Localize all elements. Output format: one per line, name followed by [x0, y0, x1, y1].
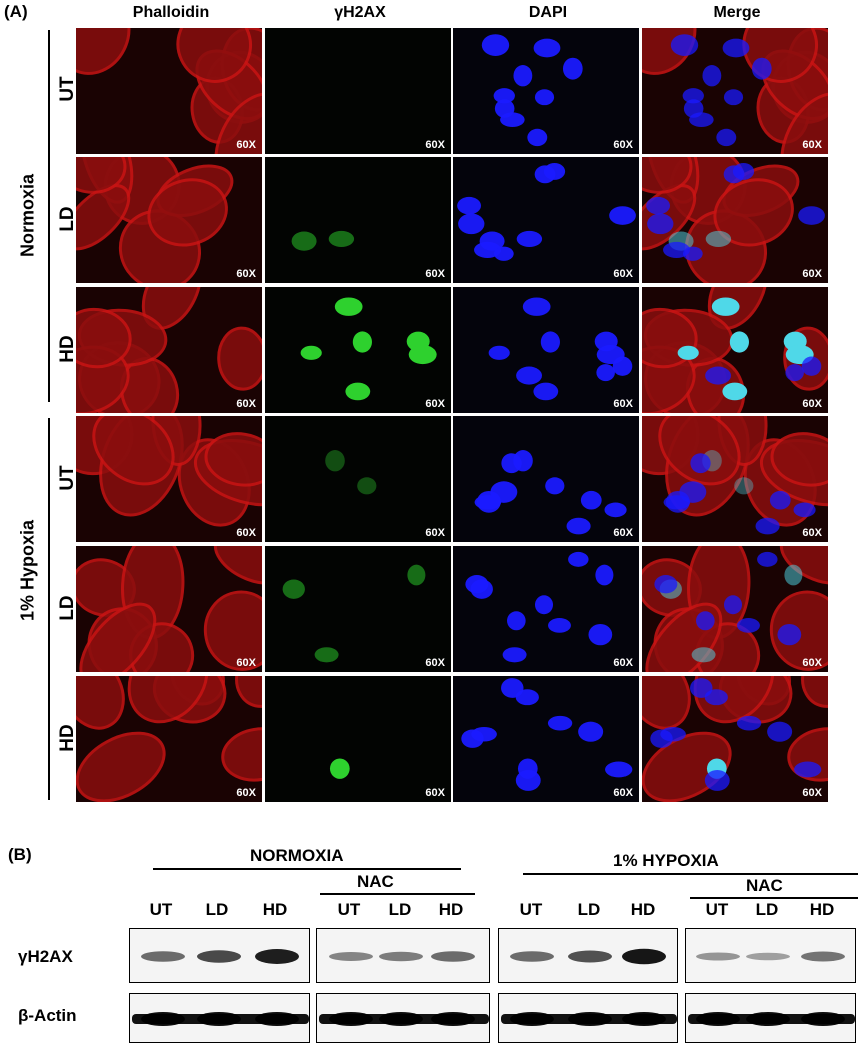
blot-row-label-gh2ax: γH2AX [18, 947, 73, 966]
phalloidin-micrograph: 60X [76, 676, 262, 802]
lane-label: LD [577, 900, 601, 919]
lane-label: LD [755, 900, 779, 919]
magnification-label: 60X [613, 657, 633, 669]
magnification-label: 60X [425, 527, 445, 539]
magnification-label: 60X [425, 787, 445, 799]
magnification-label: 60X [425, 398, 445, 410]
dapi-micrograph: 60X [453, 546, 639, 672]
magnification-label: 60X [425, 657, 445, 669]
gh2ax-micrograph: 60X [265, 546, 451, 672]
magnification-label: 60X [236, 268, 256, 280]
merge-micrograph: 60X [642, 287, 828, 413]
gh2ax-micrograph: 60X [265, 676, 451, 802]
magnification-label: 60X [802, 398, 822, 410]
magnification-label: 60X [613, 398, 633, 410]
lane-label: HD [630, 900, 656, 919]
nac-label-hypoxia: NAC [746, 876, 783, 895]
hypoxia-nac-line [690, 897, 858, 899]
gh2ax-blot-strip [685, 928, 856, 983]
lane-label: LD [205, 900, 229, 919]
magnification-label: 60X [236, 787, 256, 799]
nac-label-normoxia: NAC [357, 872, 394, 891]
condition-label-normoxia: Normoxia [17, 173, 38, 258]
lane-label: UT [705, 900, 729, 919]
magnification-label: 60X [802, 527, 822, 539]
merge-micrograph: 60X [642, 416, 828, 542]
lane-label: UT [149, 900, 173, 919]
actin-blot-strip [316, 993, 490, 1043]
hypoxia-group-line [523, 873, 858, 875]
gh2ax-micrograph: 60X [265, 28, 451, 154]
magnification-label: 60X [236, 527, 256, 539]
dapi-micrograph: 60X [453, 287, 639, 413]
phalloidin-micrograph: 60X [76, 157, 262, 283]
phalloidin-micrograph: 60X [76, 287, 262, 413]
column-header-gh2ax: γH2AX [334, 4, 386, 21]
gh2ax-blot-strip [316, 928, 490, 983]
magnification-label: 60X [613, 139, 633, 151]
gh2ax-blot-strip [498, 928, 678, 983]
merge-micrograph: 60X [642, 157, 828, 283]
gh2ax-micrograph: 60X [265, 416, 451, 542]
merge-micrograph: 60X [642, 546, 828, 672]
phalloidin-micrograph: 60X [76, 28, 262, 154]
panel-b-label: (B) [8, 845, 32, 864]
magnification-label: 60X [236, 398, 256, 410]
actin-blot-strip [685, 993, 856, 1043]
panel-a-label: (A) [4, 2, 28, 21]
dapi-micrograph: 60X [453, 157, 639, 283]
group-label-hypoxia: 1% HYPOXIA [613, 851, 719, 870]
normoxia-group-line [153, 868, 461, 870]
group-label-normoxia: NORMOXIA [250, 846, 344, 865]
gh2ax-micrograph: 60X [265, 287, 451, 413]
magnification-label: 60X [425, 268, 445, 280]
normoxia-bracket-line [48, 30, 50, 402]
actin-blot-strip [498, 993, 678, 1043]
column-header-phalloidin: Phalloidin [132, 4, 210, 21]
lane-label: LD [388, 900, 412, 919]
column-header-merge: Merge [713, 4, 761, 21]
magnification-label: 60X [613, 527, 633, 539]
magnification-label: 60X [236, 139, 256, 151]
magnification-label: 60X [802, 657, 822, 669]
column-header-dapi: DAPI [528, 4, 568, 21]
merge-micrograph: 60X [642, 676, 828, 802]
dapi-micrograph: 60X [453, 416, 639, 542]
gh2ax-blot-strip [129, 928, 310, 983]
normoxia-nac-line [320, 893, 475, 895]
magnification-label: 60X [236, 657, 256, 669]
lane-label: HD [262, 900, 288, 919]
phalloidin-micrograph: 60X [76, 416, 262, 542]
magnification-label: 60X [802, 787, 822, 799]
condition-label-hypoxia: 1% Hypoxia [17, 519, 38, 622]
lane-label: HD [438, 900, 464, 919]
magnification-label: 60X [802, 139, 822, 151]
magnification-label: 60X [613, 787, 633, 799]
dapi-micrograph: 60X [453, 28, 639, 154]
lane-label: UT [337, 900, 361, 919]
magnification-label: 60X [613, 268, 633, 280]
lane-label: UT [519, 900, 543, 919]
gh2ax-micrograph: 60X [265, 157, 451, 283]
phalloidin-micrograph: 60X [76, 546, 262, 672]
hypoxia-bracket-line [48, 418, 50, 800]
lane-label: HD [809, 900, 835, 919]
actin-blot-strip [129, 993, 310, 1043]
magnification-label: 60X [425, 139, 445, 151]
dapi-micrograph: 60X [453, 676, 639, 802]
blot-row-label-actin: β-Actin [18, 1006, 77, 1025]
merge-micrograph: 60X [642, 28, 828, 154]
magnification-label: 60X [802, 268, 822, 280]
